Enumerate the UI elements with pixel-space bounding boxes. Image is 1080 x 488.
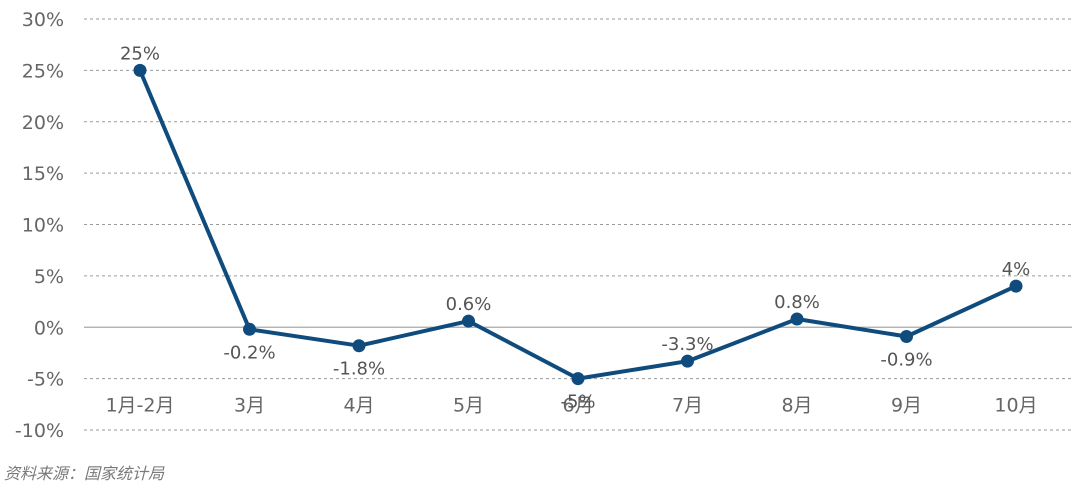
- x-tick-label: 9月: [891, 395, 922, 417]
- source-note: 资料来源：国家统计局: [4, 464, 165, 483]
- x-tick-label: 8月: [781, 395, 812, 417]
- data-label: -3.3%: [661, 334, 713, 355]
- series-line-group: [133, 63, 1023, 386]
- data-point: [352, 339, 366, 353]
- data-labels: 25% -0.2% -1.8% 0.6% -5% -3.3% 0.8% -0.9% 4%: [120, 43, 1030, 412]
- x-tick-label: 5月: [453, 395, 484, 417]
- x-tick-label: 3月: [234, 395, 265, 417]
- data-point: [133, 63, 147, 77]
- x-axis-tick-labels: 1月-2月 3月 4月 5月 6月 7月 8月 9月 10月: [105, 395, 1037, 417]
- y-tick-label: -10%: [15, 420, 64, 442]
- x-tick-label: 10月: [994, 395, 1037, 417]
- data-label: -5%: [560, 392, 595, 413]
- data-label: -0.9%: [880, 349, 932, 370]
- data-label: 4%: [1002, 259, 1031, 280]
- y-tick-label: 15%: [22, 163, 64, 185]
- data-label: -0.2%: [223, 342, 275, 363]
- data-point: [790, 312, 804, 326]
- x-tick-label: 1月-2月: [105, 395, 174, 417]
- data-point: [1009, 279, 1023, 293]
- data-point: [243, 322, 256, 336]
- y-tick-label: 10%: [22, 215, 64, 237]
- x-tick-label: 6月: [562, 395, 593, 417]
- x-tick-label: 4月: [343, 395, 374, 417]
- data-point: [571, 372, 585, 386]
- y-tick-label: 5%: [34, 266, 64, 288]
- y-tick-label: 25%: [22, 60, 64, 82]
- data-label: 25%: [120, 43, 160, 64]
- y-tick-label: 0%: [34, 317, 64, 339]
- x-tick-label: 7月: [672, 395, 703, 417]
- y-tick-label: -5%: [27, 369, 64, 391]
- y-tick-label: 20%: [22, 112, 64, 134]
- data-point: [900, 329, 913, 343]
- data-point: [681, 354, 694, 368]
- data-point: [462, 314, 475, 328]
- y-tick-label: 30%: [22, 9, 64, 31]
- y-axis-tick-labels: 30% 25% 20% 15% 10% 5% 0% -5% -10%: [15, 9, 64, 442]
- data-label: -1.8%: [333, 359, 385, 380]
- data-label: 0.6%: [446, 294, 492, 315]
- data-label: 0.8%: [774, 292, 820, 313]
